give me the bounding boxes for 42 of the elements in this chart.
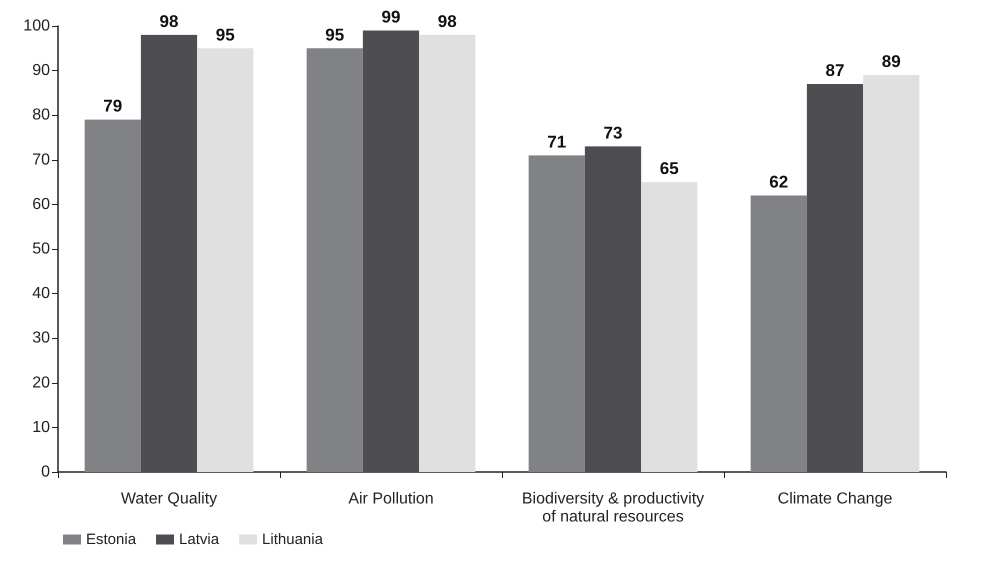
bar xyxy=(750,195,807,472)
data-label: 62 xyxy=(769,172,788,192)
legend-label: Lithuania xyxy=(262,531,324,548)
bar xyxy=(641,182,698,472)
y-tick-label: 50 xyxy=(32,240,50,258)
y-tick-label: 20 xyxy=(32,374,50,392)
bar xyxy=(84,120,141,472)
legend-label: Estonia xyxy=(86,531,137,548)
y-tick-label: 70 xyxy=(32,151,50,168)
data-label: 98 xyxy=(438,12,457,31)
y-tick-label: 80 xyxy=(32,106,50,124)
x-tick-label: Water Quality xyxy=(120,490,218,508)
bar xyxy=(306,48,363,472)
y-tick-label: 60 xyxy=(32,196,50,213)
y-tick-label: 30 xyxy=(32,330,50,347)
data-label: 73 xyxy=(604,123,622,142)
data-label: 95 xyxy=(216,25,235,44)
y-tick-label: 100 xyxy=(23,18,50,34)
y-tick-label: 40 xyxy=(32,285,50,302)
bar xyxy=(362,30,420,472)
data-label: 95 xyxy=(325,25,344,44)
x-tick-label: Air Pollution xyxy=(348,490,434,508)
data-label: 79 xyxy=(103,96,122,116)
y-tick-label: 0 xyxy=(41,464,50,480)
y-tick-label: 10 xyxy=(32,418,50,436)
x-tick-label: Biodiversity & productivity of natural resources xyxy=(522,490,704,526)
bar xyxy=(528,155,585,472)
x-tick-label: Climate Change xyxy=(778,490,892,508)
legend-label: Latvia xyxy=(179,531,220,548)
bar xyxy=(806,84,864,472)
bar xyxy=(419,34,476,472)
data-label: 65 xyxy=(660,159,679,178)
y-tick-label: 90 xyxy=(32,62,50,80)
data-label: 99 xyxy=(382,7,400,26)
data-label: 89 xyxy=(882,52,901,72)
bar xyxy=(140,34,198,472)
data-label: 98 xyxy=(160,12,178,31)
bar xyxy=(863,75,920,472)
data-label: 87 xyxy=(826,60,844,80)
bar xyxy=(197,48,254,472)
data-label: 71 xyxy=(547,132,566,152)
bar xyxy=(584,146,642,472)
